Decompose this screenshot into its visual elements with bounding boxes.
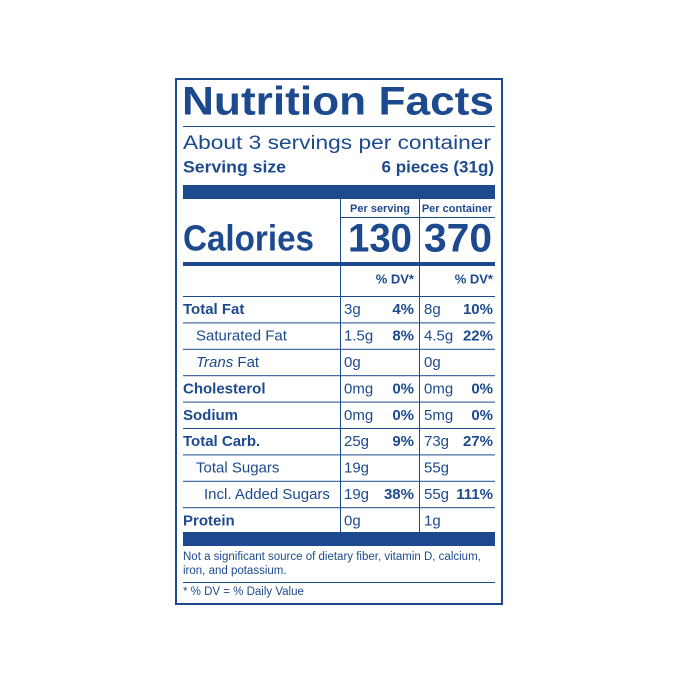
nutrient-name-italic: Trans — [196, 354, 234, 371]
daily-value: 10% — [463, 301, 493, 318]
nutrient-name: Incl. Added Sugars — [204, 486, 330, 503]
dv-header: % DV* — [376, 271, 415, 286]
nutrient-name: Cholesterol — [183, 380, 266, 397]
rule — [183, 428, 495, 429]
daily-value: 4% — [392, 301, 414, 318]
nutrient-name-text: Sodium — [183, 407, 238, 424]
daily-value: 0% — [471, 407, 493, 424]
daily-value: 8% — [392, 328, 414, 345]
dv-note: * % DV = % Daily Value — [183, 586, 304, 598]
amount: 73g — [424, 433, 449, 450]
servings: About 3 servings per container — [183, 133, 492, 154]
rule — [183, 582, 495, 583]
amount: 19g — [344, 486, 369, 503]
amount: 0mg — [344, 407, 373, 424]
column-divider — [419, 199, 420, 532]
daily-value: 38% — [384, 486, 414, 503]
amount: 0g — [424, 354, 441, 371]
amount: 0g — [344, 354, 361, 371]
rule — [183, 401, 495, 403]
daily-value: 27% — [463, 433, 493, 450]
footnote: iron, and potassium. — [183, 565, 287, 577]
amount: 1g — [424, 512, 441, 529]
nutrient-name: Total Fat — [183, 301, 244, 318]
rule — [183, 348, 495, 350]
nutrient-name-text: Total Fat — [183, 301, 244, 318]
amount: 1.5g — [344, 328, 373, 345]
nutrient-name: Trans Fat — [196, 354, 260, 371]
nutrient-name-text: Incl. Added Sugars — [204, 486, 330, 503]
serving-size-value: 6 pieces (31g) — [382, 157, 494, 176]
rule — [183, 296, 495, 297]
amount: 25g — [344, 433, 369, 450]
rule — [183, 322, 495, 324]
nutrient-name-text: Cholesterol — [183, 380, 266, 397]
rule — [183, 454, 495, 456]
amount: 55g — [424, 486, 449, 503]
nutrient-name: Saturated Fat — [196, 328, 288, 345]
calories-label: Calories — [183, 218, 314, 259]
calories-per-serving: 130 — [348, 217, 412, 261]
column-header: Per container — [422, 203, 493, 215]
daily-value: 0% — [392, 380, 414, 397]
daily-value: 0% — [392, 407, 414, 424]
nutrient-name-text: Total Carb. — [183, 433, 260, 450]
rule — [183, 126, 495, 127]
daily-value: 111% — [456, 486, 493, 503]
nutrient-name: Sodium — [183, 407, 238, 424]
daily-value: 0% — [471, 380, 493, 397]
daily-value: 22% — [463, 328, 493, 345]
column-divider — [340, 199, 341, 532]
daily-value: 9% — [392, 433, 414, 450]
amount: 8g — [424, 301, 441, 318]
rule — [340, 217, 495, 218]
calories-per-container: 370 — [424, 217, 492, 261]
column-header: Per serving — [350, 203, 410, 215]
footnote: Not a significant source of dietary fibe… — [183, 551, 481, 563]
amount: 55g — [424, 460, 449, 477]
nutrient-name-text: Protein — [183, 512, 235, 529]
nutrient-name: Protein — [183, 512, 235, 529]
amount: 3g — [344, 301, 361, 318]
dv-header: % DV* — [455, 271, 494, 286]
nutrient-name: Total Carb. — [183, 433, 260, 450]
title: Nutrition Facts — [182, 80, 494, 124]
rule — [183, 480, 495, 482]
nutrient-name-text: Total Sugars — [196, 460, 279, 477]
thick-bar — [183, 185, 495, 199]
amount: 19g — [344, 460, 369, 477]
nutrient-name-text: Saturated Fat — [196, 328, 288, 345]
label-border — [175, 78, 503, 605]
nutrient-name-text: Fat — [233, 354, 260, 371]
amount: 0mg — [424, 380, 453, 397]
thick-bar — [183, 532, 495, 546]
nutrient-name: Total Sugars — [196, 460, 279, 477]
amount: 0mg — [344, 380, 373, 397]
rules — [183, 126, 495, 583]
amount: 5mg — [424, 407, 453, 424]
rule — [183, 507, 495, 509]
rule — [183, 375, 495, 377]
medium-bar — [183, 262, 495, 266]
serving-size-label: Serving size — [183, 157, 286, 176]
amount: 0g — [344, 512, 361, 529]
amount: 4.5g — [424, 328, 453, 345]
